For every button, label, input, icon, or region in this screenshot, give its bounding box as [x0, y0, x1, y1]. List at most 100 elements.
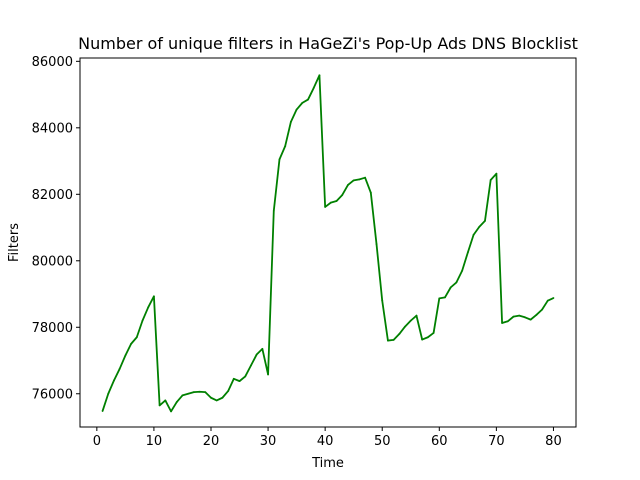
data-point: [158, 404, 161, 407]
data-point: [227, 390, 230, 392]
data-point: [404, 325, 406, 328]
data-point: [267, 373, 269, 376]
data-point: [153, 295, 155, 298]
data-point: [352, 179, 355, 182]
data-point: [478, 225, 481, 228]
data-point: [364, 176, 366, 179]
data-point: [489, 179, 492, 181]
data-point: [358, 178, 361, 181]
data-point: [381, 299, 384, 302]
data-point: [512, 315, 515, 318]
data-point: [232, 377, 235, 380]
plot-frame: [79, 57, 577, 428]
data-point: [535, 314, 538, 316]
data-point: [546, 299, 549, 302]
data-point: [198, 390, 201, 393]
x-axis-label: Time: [311, 456, 344, 471]
data-point: [375, 243, 378, 246]
x-tick-label: 60: [431, 434, 448, 449]
data-point: [438, 297, 441, 300]
data-point: [255, 353, 258, 356]
y-tick-label: 84000: [32, 121, 73, 136]
data-point: [284, 145, 287, 147]
data-point: [101, 410, 104, 412]
data-point: [518, 314, 521, 317]
data-point: [278, 158, 281, 161]
data-point: [307, 98, 309, 101]
data-point: [301, 101, 304, 104]
y-tick-label: 78000: [32, 321, 73, 336]
data-point: [238, 380, 241, 383]
data-point: [175, 401, 178, 403]
data-point: [130, 342, 132, 345]
y-tick-label: 86000: [32, 55, 73, 70]
data-point: [187, 392, 190, 395]
series-line-0: [101, 74, 554, 413]
x-tick-label: 70: [488, 434, 505, 449]
data-point: [135, 336, 138, 339]
data-point: [466, 251, 469, 254]
data-point: [472, 233, 475, 236]
data-point: [415, 314, 418, 317]
data-point: [272, 210, 275, 212]
data-point: [210, 396, 212, 399]
data-point: [329, 201, 332, 204]
data-point: [432, 332, 435, 334]
y-axis-label: Filters: [7, 223, 22, 262]
x-tick-label: 50: [374, 434, 391, 449]
data-point: [312, 87, 315, 89]
x-tick-label: 40: [317, 434, 334, 449]
x-tick-label: 20: [203, 434, 220, 449]
data-point: [455, 281, 458, 284]
data-point: [192, 391, 195, 393]
data-point: [204, 391, 207, 393]
data-point: [290, 120, 292, 123]
data-point: [147, 306, 150, 309]
data-point: [295, 108, 298, 111]
x-tick-label: 30: [260, 434, 277, 449]
data-point: [524, 316, 526, 319]
data-point: [318, 74, 321, 77]
data-point: [426, 336, 429, 339]
chart-title: Number of unique filters in HaGeZi's Pop…: [78, 34, 578, 53]
data-point: [506, 320, 509, 323]
data-point: [244, 375, 247, 378]
data-point: [529, 318, 532, 321]
data-point: [398, 333, 401, 335]
data-point: [461, 269, 464, 272]
data-point: [541, 308, 543, 311]
data-point: [141, 319, 144, 322]
x-tick-label: 10: [146, 434, 163, 449]
y-tick-label: 80000: [32, 254, 73, 269]
data-point: [341, 194, 344, 196]
data-point: [250, 364, 252, 367]
data-point: [552, 297, 555, 299]
data-point: [444, 296, 446, 299]
data-point: [215, 399, 218, 402]
x-tick-label: 0: [93, 434, 101, 449]
data-point: [118, 367, 121, 370]
data-point: [347, 184, 349, 186]
data-point: [164, 399, 167, 402]
data-point: [501, 322, 503, 324]
data-point: [392, 339, 395, 341]
x-tick-label: 80: [545, 434, 562, 449]
data-point: [170, 410, 172, 413]
data-point: [324, 206, 327, 208]
data-point: [181, 394, 184, 397]
data-point: [335, 200, 338, 202]
data-point: [369, 191, 372, 194]
data-point: [124, 354, 127, 357]
data-point: [495, 172, 498, 175]
data-point: [261, 347, 264, 350]
data-point: [409, 319, 412, 322]
data-point: [107, 392, 110, 395]
data-point: [421, 338, 424, 341]
y-tick-label: 76000: [32, 387, 73, 402]
data-point: [113, 379, 115, 382]
data-point: [387, 339, 389, 342]
data-point: [449, 286, 452, 289]
data-point: [484, 219, 486, 222]
y-tick-label: 82000: [32, 188, 73, 203]
